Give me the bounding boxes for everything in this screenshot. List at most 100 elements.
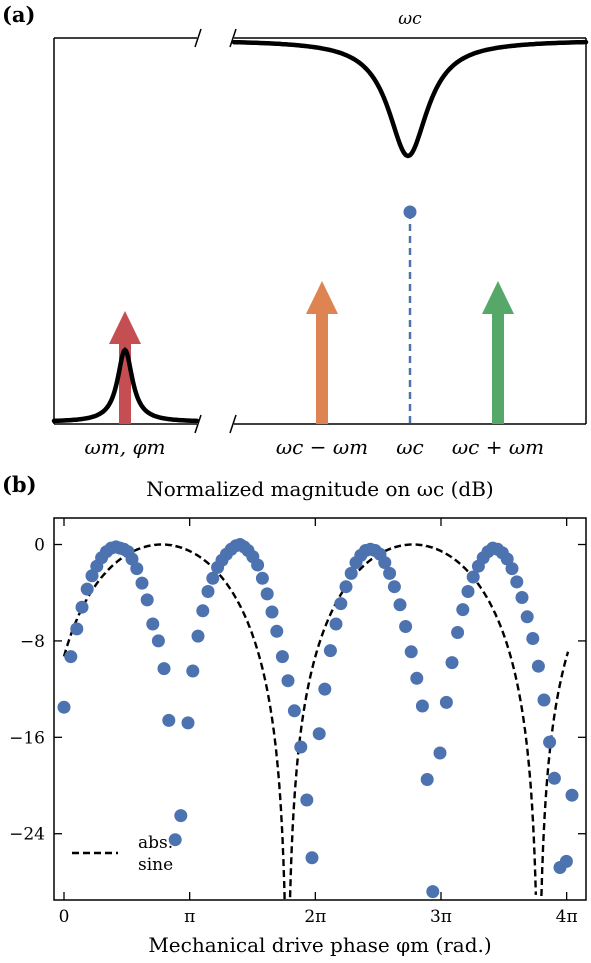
x-tick-label: 2π <box>304 907 326 927</box>
data-point <box>140 593 154 607</box>
data-point <box>85 569 99 583</box>
data-point <box>186 664 200 678</box>
chart-title: Normalized magnitude on ωc (dB) <box>146 477 493 501</box>
carrier-frequency-label: ωc <box>396 435 424 459</box>
mechanical-resonance-peak-curve <box>51 346 200 424</box>
data-point <box>500 552 514 566</box>
data-point <box>415 699 429 713</box>
data-point <box>433 746 447 760</box>
mechanical-drive-arrow <box>109 311 141 424</box>
data-point <box>305 851 319 865</box>
plot-frame <box>53 517 587 901</box>
y-tick-label: −24 <box>9 825 45 845</box>
data-point <box>157 662 171 676</box>
data-point <box>168 833 182 847</box>
data-point <box>510 575 524 589</box>
data-point <box>520 610 534 624</box>
data-point <box>255 571 269 585</box>
data-point <box>191 629 205 643</box>
legend-label-line1: abs. <box>138 833 173 853</box>
x-tick-label: 3π <box>430 907 452 927</box>
y-tick-label: −8 <box>20 632 45 652</box>
legend: abs. sine <box>72 833 173 875</box>
data-point <box>344 566 358 580</box>
data-point <box>537 693 551 707</box>
cavity-resonance-dip-curve <box>231 39 589 159</box>
panel-b-label: (b) <box>2 472 37 497</box>
data-point <box>339 580 353 594</box>
panel-a-label: (a) <box>2 2 35 27</box>
data-point <box>410 671 424 685</box>
data-point <box>162 713 176 727</box>
data-point <box>387 580 401 594</box>
upper-sideband-label: ωc + ωm <box>452 435 544 459</box>
data-point <box>287 704 301 718</box>
x-tick-label: π <box>184 907 195 927</box>
x-tick-label: 0 <box>59 907 70 927</box>
data-point <box>125 552 139 566</box>
data-point <box>378 556 392 570</box>
data-point <box>318 682 332 696</box>
data-point <box>130 562 144 576</box>
measured-points <box>57 538 579 899</box>
data-point <box>196 604 210 618</box>
abs-sine-fit-line <box>62 543 570 900</box>
data-point <box>201 585 215 598</box>
data-point <box>334 597 348 611</box>
x-tick-label: 4π <box>556 907 578 927</box>
data-point <box>565 788 579 802</box>
mechanical-frequency-label: ωm, φm <box>85 435 166 459</box>
y-tick-label: −16 <box>9 728 45 748</box>
data-point <box>281 674 295 688</box>
legend-label-line2: sine <box>138 855 173 875</box>
data-point <box>206 571 220 585</box>
data-point <box>174 809 188 823</box>
data-point <box>547 771 561 785</box>
panel-a-right-frame <box>234 37 587 425</box>
axis-ticks: 0 π 2π 3π 4π 0 −8 −16 −24 <box>9 518 586 927</box>
data-point <box>451 626 465 639</box>
data-point <box>251 558 265 572</box>
data-point <box>466 570 480 584</box>
data-point <box>57 700 71 714</box>
data-point <box>146 617 160 631</box>
lower-sideband-label: ωc − ωm <box>276 435 368 459</box>
data-point <box>294 740 308 754</box>
data-point <box>265 605 279 619</box>
data-point <box>300 793 314 807</box>
carrier-stem <box>403 205 417 424</box>
data-point <box>461 585 475 598</box>
data-point <box>270 624 284 638</box>
data-point <box>515 591 529 604</box>
axis-break-marks <box>194 28 237 434</box>
data-point <box>531 659 545 673</box>
data-point <box>151 634 165 648</box>
data-point <box>456 603 470 617</box>
data-point <box>64 650 78 664</box>
data-point <box>439 695 453 709</box>
data-point <box>543 735 557 749</box>
lower-sideband-arrow <box>306 281 338 424</box>
data-point <box>426 885 440 899</box>
data-point <box>329 617 343 631</box>
data-point <box>559 854 573 868</box>
data-point <box>399 620 413 633</box>
data-point <box>135 576 149 590</box>
data-point <box>505 562 519 576</box>
data-point <box>323 644 337 658</box>
cavity-frequency-top-label: ωc <box>398 9 422 29</box>
data-point <box>393 598 407 612</box>
y-tick-label: 0 <box>34 536 45 556</box>
data-point <box>445 656 459 670</box>
x-axis-label: Mechanical drive phase φm (rad.) <box>148 933 491 957</box>
data-point <box>420 773 434 786</box>
data-point <box>526 632 540 645</box>
data-point <box>260 587 274 601</box>
data-point <box>275 650 289 664</box>
data-point <box>70 622 84 636</box>
data-point <box>312 727 326 741</box>
data-point <box>404 645 418 659</box>
data-point <box>80 582 94 596</box>
data-point <box>75 600 89 614</box>
